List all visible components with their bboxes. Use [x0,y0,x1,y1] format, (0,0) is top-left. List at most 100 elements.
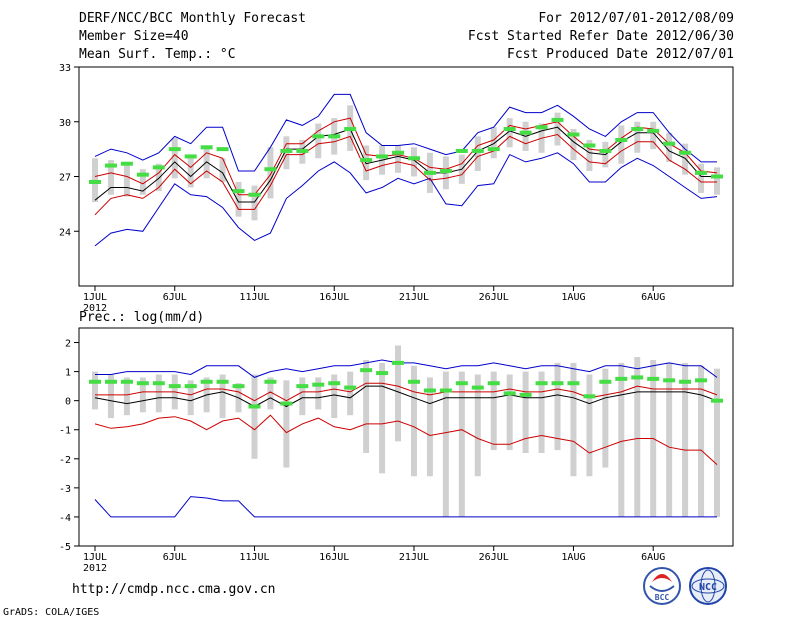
variable-label: Mean Surf. Temp.: °C [79,47,236,62]
y-tick-label: 33 [59,63,71,74]
x-year-label: 2012 [83,563,107,574]
footer-url[interactable]: http://cmdp.ncc.cma.gov.cn [72,582,276,597]
observed-mark [312,382,325,387]
spread-box [490,371,497,451]
spread-box [618,125,625,164]
spread-box [92,371,98,410]
spread-box [410,147,417,177]
x-tick-label: 26JUL [479,292,509,303]
spread-box [506,118,513,148]
observed-mark [663,141,676,146]
spread-box [586,374,593,477]
observed-mark [407,156,420,161]
spread-box [426,377,433,477]
observed-mark [344,385,357,390]
observed-mark [376,154,389,159]
spread-box [315,123,322,159]
x-tick-label: 11JUL [239,552,269,563]
spread-box [682,362,689,517]
series-ensemble-mean [94,126,717,203]
spread-box [650,121,657,150]
series-spread-low [94,414,718,465]
observed-mark [360,368,373,373]
observed-mark [631,375,644,380]
spread-box [139,377,146,413]
observed-mark [583,394,596,399]
observed-mark [535,125,548,130]
spread-box [554,112,561,146]
observed-mark [679,150,692,155]
observed-mark [216,379,229,384]
observed-mark [551,117,564,122]
spread-box [395,145,402,173]
spread-box [618,362,625,517]
observed-mark [615,138,628,142]
y-tick-label: -1 [59,426,71,437]
spread-box [410,365,417,477]
x-tick-label: 1AUG [561,292,585,303]
y-tick-label: 0 [65,397,71,408]
series-spread-low [94,133,717,216]
observed-mark [439,388,452,393]
spread-box [474,136,481,172]
spread-box [155,163,162,192]
observed-mark [631,127,644,132]
x-year-label: 2012 [83,303,107,314]
observed-mark [471,148,484,153]
x-tick-label: 16JUL [319,292,349,303]
series-ensemble-max [95,359,718,378]
series-spread-high [95,382,718,402]
y-tick-label: -2 [59,455,71,466]
observed-mark [599,379,612,384]
observed-mark [264,379,277,384]
observed-mark [184,154,197,159]
spread-box [458,371,465,517]
spread-box [490,127,497,159]
observed-mark [503,391,516,396]
observed-mark [248,404,261,409]
x-tick-label: 11JUL [239,292,269,303]
x-tick-label: 21JUL [399,292,429,303]
x-tick-label: 6JUL [163,292,187,303]
observed-mark [695,170,708,175]
observed-mark [120,379,133,384]
spread-box [123,163,130,197]
spread-box [267,147,274,199]
y-tick-label: 2 [65,339,71,350]
spread-box [570,362,577,477]
spread-box [139,169,146,195]
x-tick-label: 1JUL [83,552,107,563]
observed-mark [152,381,165,386]
observed-mark [695,378,708,383]
member-size: Member Size=40 [79,29,189,44]
series-ensemble-max-upper [94,93,717,172]
series-ensemble-max [94,152,718,247]
observed-mark [344,127,357,132]
observed-mark [248,192,261,197]
observed-mark [647,376,660,381]
spread-box [395,345,402,442]
spread-box [235,181,242,217]
spread-box [682,143,689,175]
observed-mark [471,385,484,390]
y-tick-label: 1 [65,368,71,379]
observed-mark [312,134,325,139]
x-tick-label: 26JUL [479,552,509,563]
observed-mark [567,132,580,137]
observed-mark [200,145,213,150]
y-tick-label: 27 [59,173,71,184]
spread-box [315,377,322,410]
produced-date: Fcst Produced Date 2012/07/01 [507,47,734,62]
observed-mark [296,384,309,389]
observed-mark [487,381,500,386]
spread-box [538,371,545,453]
observed-mark [599,148,612,153]
observed-mark [376,371,389,376]
observed-mark [104,163,117,168]
spread-box [107,374,114,419]
spread-box [123,377,130,416]
observed-mark [328,381,341,386]
x-tick-label: 1AUG [561,552,585,563]
spread-box [666,132,673,162]
